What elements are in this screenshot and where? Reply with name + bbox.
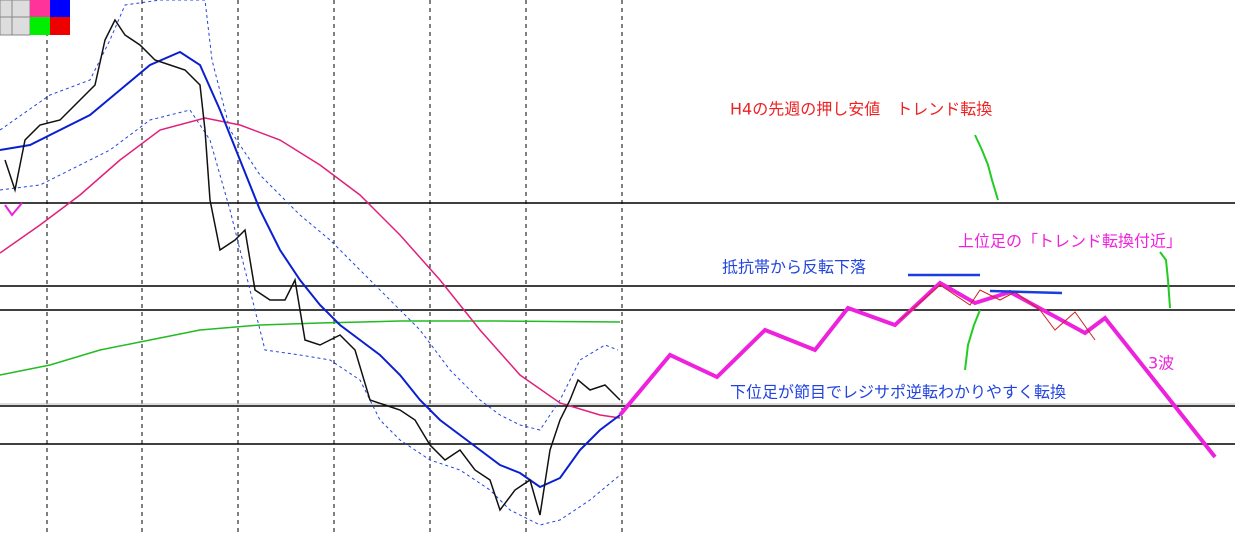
horizontal-levels <box>0 202 1235 445</box>
check-mark <box>4 202 23 217</box>
tool-button[interactable] <box>0 0 13 18</box>
annotation: 上位足の「トレンド転換付近」 <box>958 232 1182 251</box>
annotation: 抵抗帯から反転下落 <box>722 258 866 277</box>
tool-button[interactable] <box>11 0 31 18</box>
lower-timeframe-path <box>899 284 1096 341</box>
tool-button[interactable] <box>0 16 13 36</box>
color-button[interactable] <box>50 0 70 17</box>
long-ma <box>0 320 621 376</box>
mid-ma <box>0 117 621 419</box>
toolbar <box>0 0 70 36</box>
color-button[interactable] <box>30 17 50 35</box>
color-button[interactable] <box>50 17 70 35</box>
projection-path <box>618 280 1217 459</box>
short-ma <box>0 50 621 489</box>
pointer-squiggles <box>964 134 1171 371</box>
resistance-marks <box>908 273 1063 295</box>
annotation: H4の先週の押し安値 トレンド転換 <box>730 100 992 119</box>
vertical-separators <box>46 0 623 535</box>
annotation: 3波 <box>1148 354 1174 373</box>
color-button[interactable] <box>30 0 50 17</box>
price-candles <box>4 18 621 516</box>
tool-button[interactable] <box>11 16 31 36</box>
bollinger-bands <box>0 0 621 526</box>
annotation: 下位足が節目でレジサポ逆転わかりやすく転換 <box>730 383 1066 402</box>
